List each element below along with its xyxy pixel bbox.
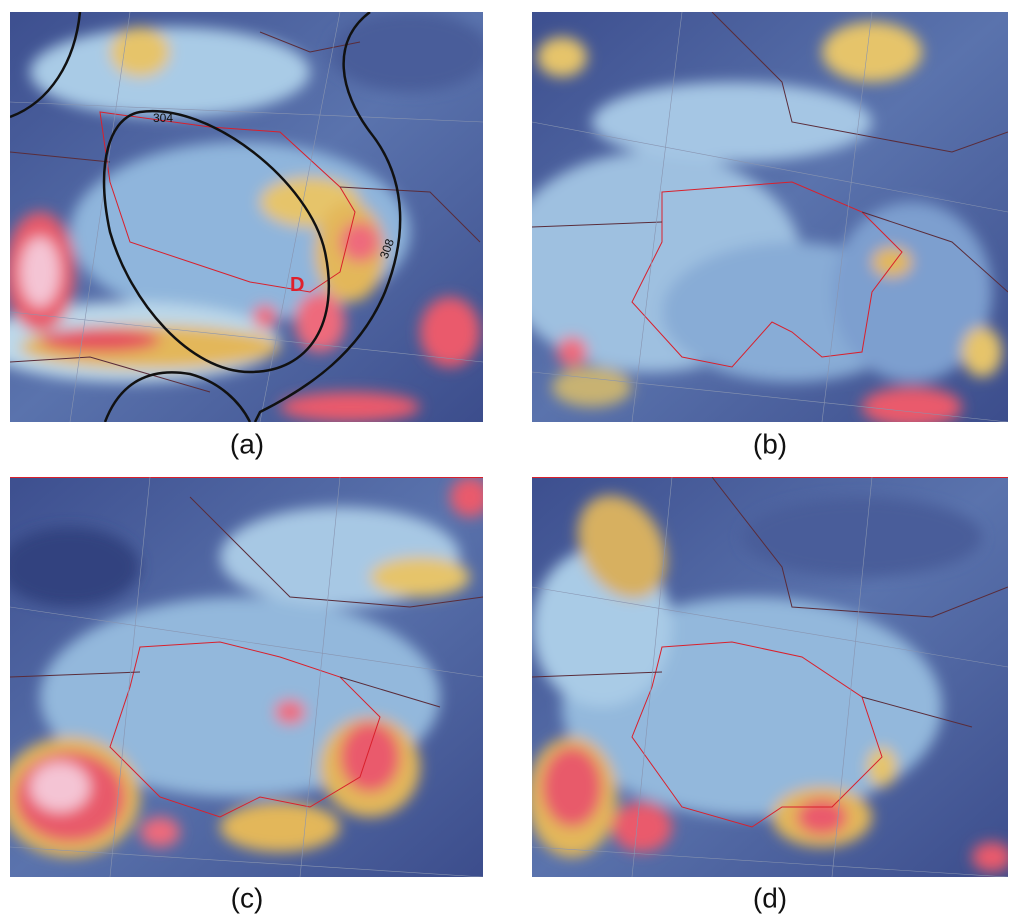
panel-caption: (b) [753,428,787,459]
low-marker: D [290,274,304,296]
panel-a: 304 308 D [0,12,490,422]
panel-d [527,477,1010,877]
panel-c [0,477,490,877]
panel-b [502,12,1008,427]
contour-label: 304 [153,111,173,125]
panel-caption: (a) [230,428,264,459]
figure: 304 308 D [0,0,1010,915]
panel-caption: (d) [753,882,787,913]
panel-caption: (c) [231,882,264,913]
